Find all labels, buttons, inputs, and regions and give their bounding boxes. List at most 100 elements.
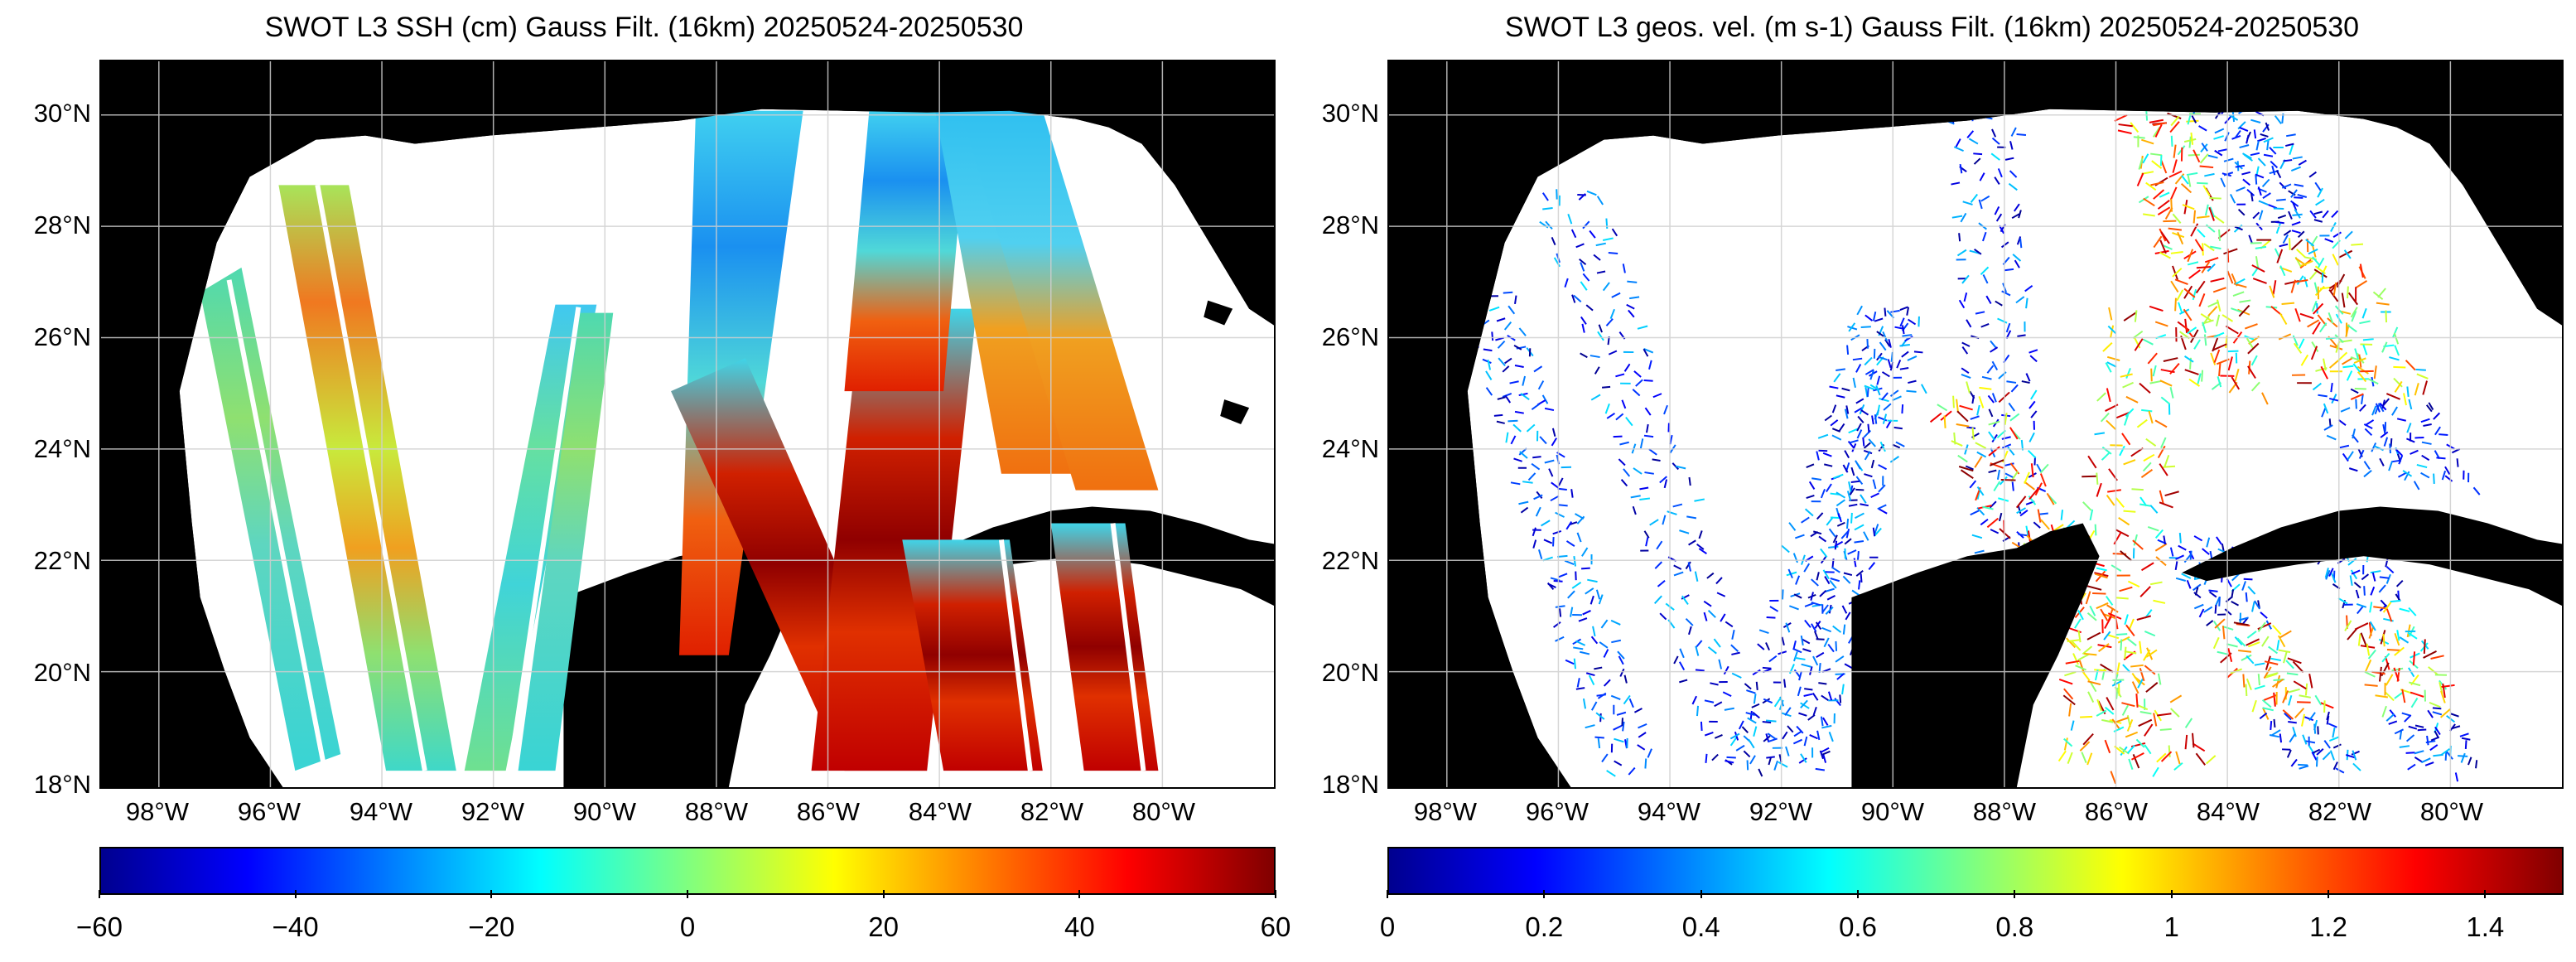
velocity-arrow: [2214, 618, 2226, 629]
velocity-arrow: [1729, 736, 1738, 747]
velocity-arrow: [2391, 667, 2404, 672]
velocity-arrow: [2149, 305, 2164, 312]
velocity-arrow: [1633, 467, 1643, 475]
velocity-arrow: [2261, 392, 2269, 405]
velocity-arrow: [1845, 529, 1850, 539]
velocity-arrow: [2218, 229, 2221, 241]
velocity-arrow: [1825, 587, 1835, 592]
velocity-arrow: [2200, 312, 2212, 321]
velocity-arrow: [1644, 758, 1647, 769]
velocity-arrow: [2101, 452, 2110, 461]
velocity-arrow: [1838, 423, 1845, 432]
velocity-arrow: [1980, 266, 1990, 276]
velocity-arrow: [1663, 479, 1668, 489]
velocity-arrow: [2136, 172, 2144, 186]
velocity-arrow: [2004, 413, 2008, 425]
velocity-arrow: [1695, 645, 1700, 656]
velocity-arrow: [1691, 695, 1698, 705]
lat-label-22: 22°N: [33, 546, 91, 575]
velocity-arrow: [2136, 703, 2149, 711]
velocity-arrow: [1707, 609, 1716, 618]
velocity-arrow: [1643, 434, 1654, 438]
velocity-arrow: [1576, 678, 1580, 688]
velocity-arrow: [2121, 704, 2129, 716]
velocity-arrow: [1541, 394, 1549, 404]
velocity-arrow: [2234, 368, 2240, 382]
velocity-arrow: [1556, 189, 1558, 200]
colorbar-tick-label: 0: [1379, 911, 1396, 942]
velocity-arrow: [2100, 608, 2109, 621]
velocity-arrow: [2377, 403, 2385, 413]
velocity-arrow: [2025, 297, 2028, 309]
velocity-arrow: [2322, 210, 2329, 219]
velocity-arrow: [2202, 243, 2204, 256]
velocity-arrow: [2414, 383, 2419, 396]
velocity-arrow: [2289, 238, 2291, 250]
velocity-arrow: [1804, 602, 1815, 607]
velocity-arrow: [2149, 118, 2164, 123]
velocity-arrow: [2079, 741, 2091, 752]
velocity-arrow: [1855, 364, 1862, 373]
velocity-arrow: [1818, 449, 1828, 452]
velocity-arrow: [1652, 458, 1661, 462]
velocity-arrow: [2441, 470, 2447, 481]
velocity-arrow: [1899, 367, 1909, 370]
velocity-arrow: [2372, 291, 2384, 301]
velocity-arrow: [2159, 379, 2173, 387]
velocity-arrow: [2357, 365, 2369, 375]
velocity-arrow: [2440, 690, 2446, 703]
velocity-arrow: [1836, 394, 1845, 399]
velocity-arrow: [2194, 239, 2204, 252]
lon-label-94: 94°W: [1637, 797, 1701, 826]
velocity-arrow: [1980, 323, 1990, 328]
velocity-arrow: [2308, 674, 2313, 689]
velocity-arrow: [2134, 310, 2138, 322]
velocity-arrow: [1695, 640, 1703, 649]
velocity-arrow: [2281, 183, 2292, 189]
velocity-arrow: [1966, 381, 1971, 394]
velocity-arrow: [1976, 451, 1987, 458]
velocity-arrow: [2106, 595, 2114, 606]
velocity-arrow: [1696, 543, 1705, 550]
velocity-arrow: [2282, 234, 2289, 244]
velocity-arrow: [2018, 533, 2028, 537]
velocity-arrow: [2125, 731, 2139, 738]
velocity-arrow: [2250, 355, 2258, 366]
velocity-arrow: [1989, 500, 1997, 509]
velocity-arrow: [1874, 527, 1882, 537]
velocity-arrow: [1618, 655, 1624, 665]
velocity-arrow: [1913, 350, 1923, 354]
lat-label-18: 18°N: [33, 770, 91, 799]
velocity-arrow: [1831, 404, 1837, 413]
velocity-arrow: [2328, 418, 2332, 428]
velocity-arrow: [2429, 701, 2441, 708]
velocity-arrow: [1988, 408, 1994, 418]
velocity-arrow: [1618, 458, 1626, 466]
velocity-arrow: [1811, 477, 1822, 481]
velocity-arrow: [2203, 243, 2215, 252]
velocity-arrow: [2180, 183, 2192, 194]
velocity-arrow: [2115, 717, 2129, 723]
velocity-arrow: [2143, 453, 2155, 462]
velocity-arrow: [2066, 520, 2076, 529]
velocity-arrow: [2213, 135, 2224, 140]
velocity-arrow: [1871, 415, 1874, 425]
velocity-arrow: [1590, 636, 1599, 645]
velocity-arrow: [2159, 239, 2167, 254]
velocity-arrow: [1514, 365, 1524, 368]
velocity-arrow: [1585, 587, 1594, 595]
velocity-arrow: [2420, 418, 2430, 423]
velocity-arrow: [1539, 436, 1547, 445]
velocity-arrow: [2407, 763, 2416, 771]
velocity-arrow: [2325, 569, 2331, 580]
velocity-arrow: [2271, 729, 2281, 737]
velocity-arrow: [2250, 192, 2254, 202]
velocity-arrow: [2375, 694, 2388, 699]
velocity-arrow: [2144, 631, 2156, 637]
velocity-arrow: [1831, 434, 1842, 441]
velocity-arrow: [1818, 535, 1827, 543]
velocity-arrow: [1700, 721, 1703, 732]
velocity-arrow: [1997, 317, 2008, 324]
velocity-arrow: [1822, 717, 1829, 726]
velocity-arrow: [2175, 751, 2181, 765]
